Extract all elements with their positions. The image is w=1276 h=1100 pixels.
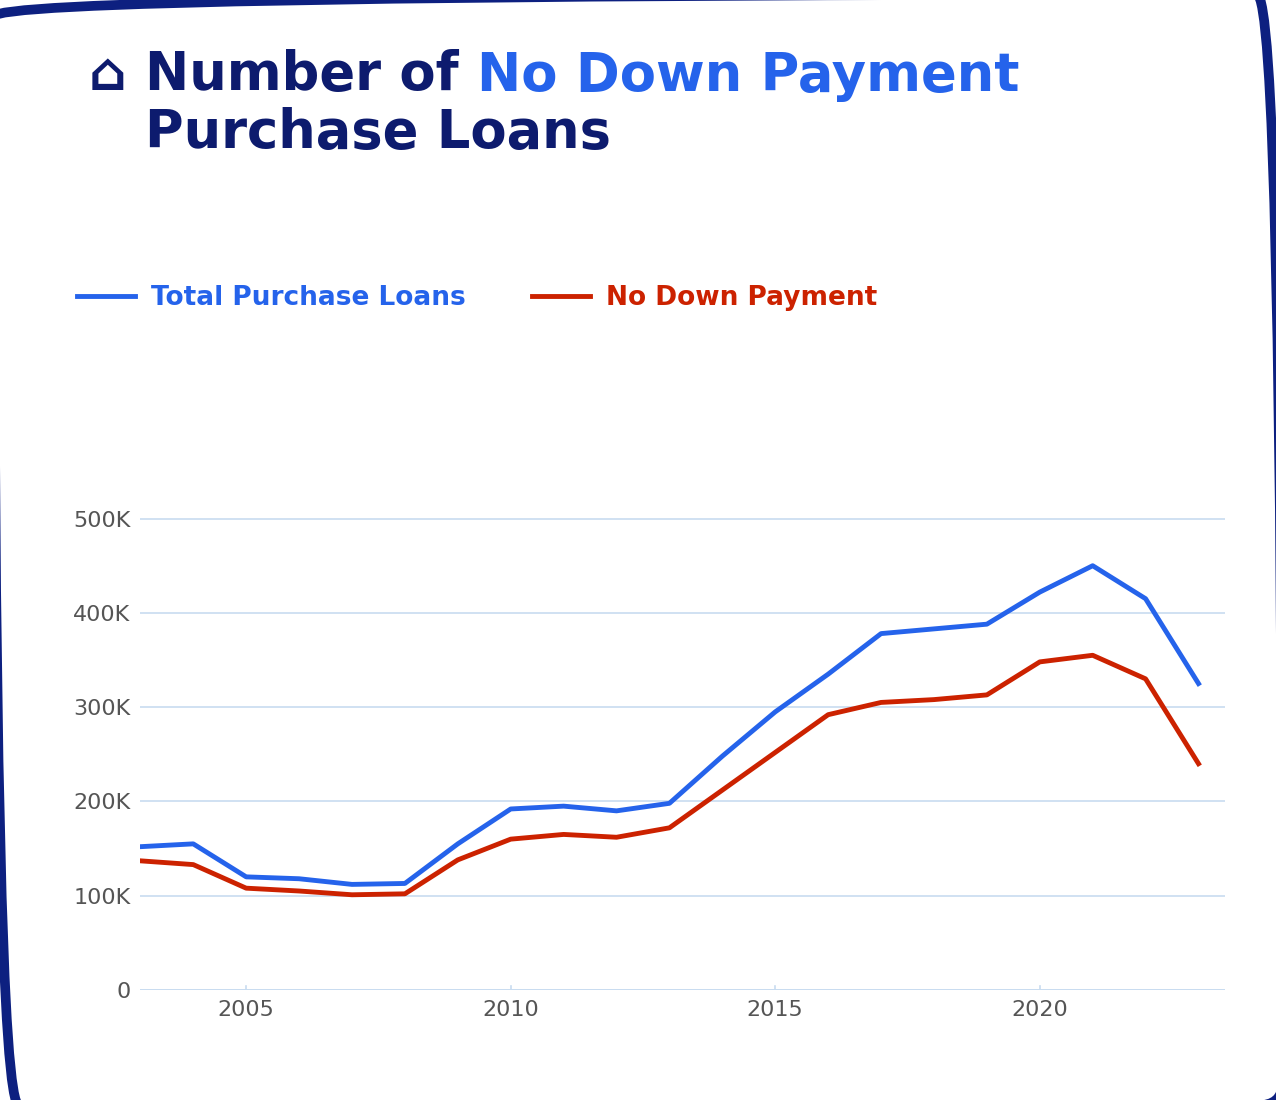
- Text: Number of: Number of: [145, 50, 477, 101]
- Text: Purchase Loans: Purchase Loans: [145, 107, 611, 160]
- Text: No Down Payment: No Down Payment: [477, 50, 1020, 101]
- Legend: Total Purchase Loans, No Down Payment: Total Purchase Loans, No Down Payment: [66, 275, 888, 321]
- Text: ⌂: ⌂: [89, 50, 145, 101]
